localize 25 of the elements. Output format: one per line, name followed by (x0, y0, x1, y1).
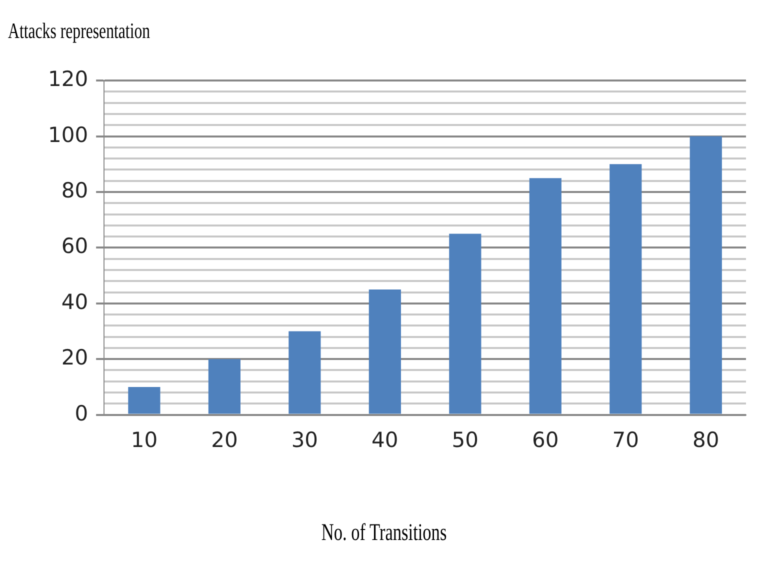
y-tick-label: 40 (61, 290, 88, 314)
x-axis-title: No. of Transitions (321, 520, 447, 547)
y-axis-title: Attacks representation (8, 18, 150, 44)
bar (288, 331, 321, 414)
x-tick-label: 50 (452, 428, 479, 452)
bar (529, 178, 562, 414)
bar (208, 359, 240, 414)
bar (610, 164, 642, 414)
bar (368, 289, 401, 414)
bar (128, 386, 160, 414)
bar (690, 136, 722, 414)
y-tick-label: 20 (61, 346, 88, 370)
x-tick-label: 80 (692, 428, 720, 452)
x-tick-label: 40 (372, 428, 398, 452)
y-tick-label: 80 (61, 178, 88, 202)
y-tick-label: 100 (48, 122, 88, 147)
x-tick-label: 60 (532, 428, 559, 452)
y-tick-label: 120 (48, 67, 88, 92)
y-tick-label: 60 (61, 234, 88, 258)
x-tick-label: 20 (211, 428, 238, 452)
bar (449, 234, 482, 414)
x-tick-label: 30 (291, 428, 318, 452)
y-tick-label: 0 (74, 401, 88, 426)
x-tick-label: 70 (612, 428, 640, 452)
x-tick-label: 10 (130, 428, 158, 452)
